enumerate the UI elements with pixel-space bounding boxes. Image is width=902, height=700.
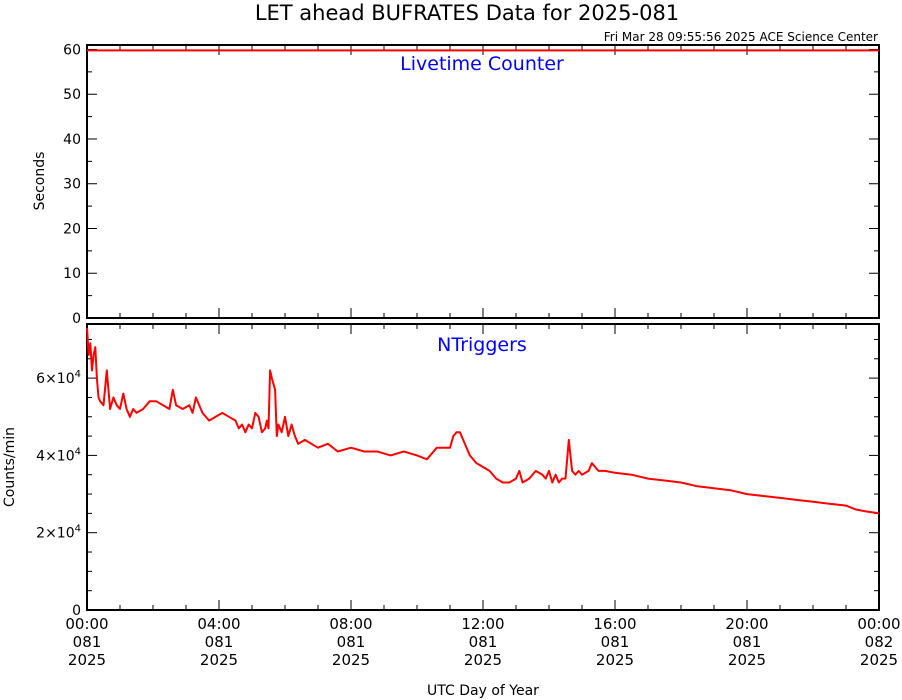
x-tick-label: 082 xyxy=(865,633,894,651)
x-tick-label: 2025 xyxy=(596,651,634,669)
ntriggers-y-axis-title: Counts/min xyxy=(2,427,18,507)
y-tick-exponent: 4 xyxy=(75,524,81,535)
ntriggers-title: NTriggers xyxy=(437,334,527,356)
x-tick-label: 2025 xyxy=(200,651,238,669)
x-tick-label: 081 xyxy=(337,633,366,651)
x-tick-label: 16:00 xyxy=(593,615,636,633)
x-tick-label: 081 xyxy=(469,633,498,651)
y-tick-label: 60 xyxy=(63,42,81,58)
x-tick-label: 081 xyxy=(601,633,630,651)
x-tick-label: 2025 xyxy=(464,651,502,669)
x-axis-title: UTC Day of Year xyxy=(427,683,539,699)
x-tick-label: 2025 xyxy=(68,651,106,669)
livetime-frame xyxy=(86,44,880,319)
x-tick-label: 2025 xyxy=(728,651,766,669)
x-tick-label: 20:00 xyxy=(725,615,768,633)
y-tick-mantissa: 4×10 xyxy=(36,448,74,464)
ntriggers-series-line xyxy=(86,327,880,515)
x-tick-label: 081 xyxy=(73,633,102,651)
x-tick-label: 081 xyxy=(733,633,762,651)
y-tick-label: 6×104 xyxy=(36,369,81,387)
timestamp: Fri Mar 28 09:55:56 2025 ACE Science Cen… xyxy=(604,30,878,44)
x-tick-label: 04:00 xyxy=(197,615,240,633)
y-tick-label: 20 xyxy=(63,221,81,237)
y-tick-label: 40 xyxy=(63,132,81,148)
page-title: LET ahead BUFRATES Data for 2025-081 xyxy=(255,1,679,25)
y-tick-exponent: 4 xyxy=(75,369,81,380)
livetime-panel: Livetime Counter Seconds 0 10 20 30 40 50 60 xyxy=(32,42,880,327)
y-tick-label: 50 xyxy=(63,87,81,103)
y-tick-label: 0 xyxy=(72,603,81,619)
livetime-y-axis-title: Seconds xyxy=(32,152,48,211)
y-tick-label: 2×104 xyxy=(36,524,81,542)
x-tick-label: 00:00 xyxy=(857,615,900,633)
y-tick-label: 10 xyxy=(63,266,81,282)
x-tick-label: 2025 xyxy=(860,651,898,669)
y-tick-label: 30 xyxy=(63,177,81,193)
y-tick-label: 0 xyxy=(72,311,81,327)
y-tick-label: 4×104 xyxy=(36,446,81,464)
x-tick-label: 12:00 xyxy=(461,615,504,633)
x-tick-label: 2025 xyxy=(332,651,370,669)
livetime-title: Livetime Counter xyxy=(400,53,564,75)
y-tick-exponent: 4 xyxy=(75,446,81,457)
x-tick-label: 00:00 xyxy=(65,615,108,633)
x-tick-label: 081 xyxy=(205,633,234,651)
x-tick-label: 08:00 xyxy=(329,615,372,633)
y-tick-mantissa: 6×10 xyxy=(36,371,74,387)
y-tick-mantissa: 2×10 xyxy=(36,526,74,542)
